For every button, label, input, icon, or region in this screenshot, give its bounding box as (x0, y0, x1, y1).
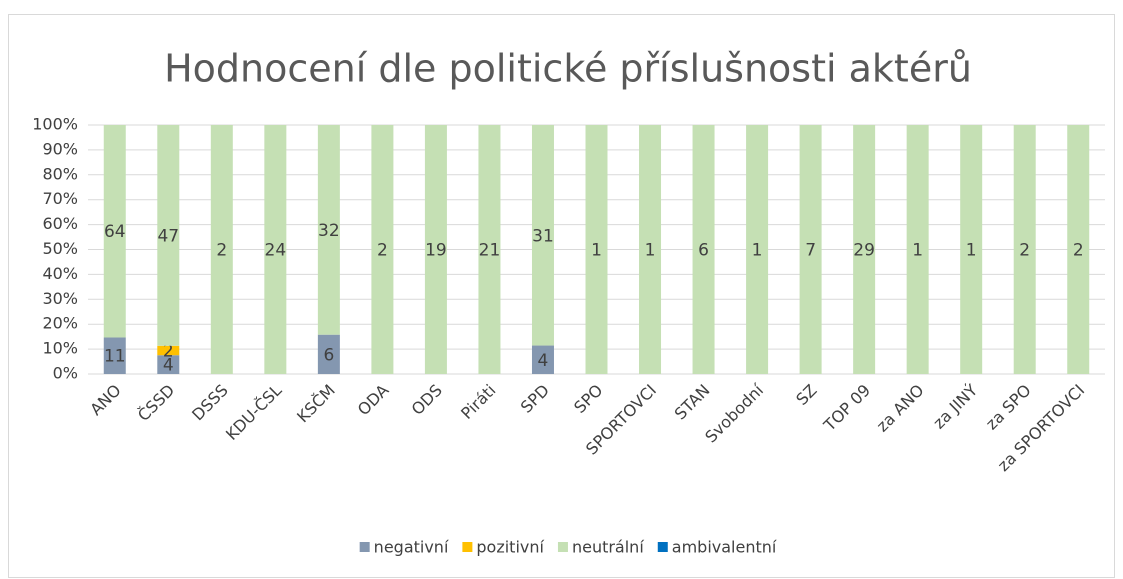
legend-swatch (462, 542, 473, 552)
data-label: 2 (1019, 241, 1030, 261)
y-tick-label: 0% (53, 364, 78, 383)
data-label: 11 (104, 347, 126, 367)
data-label: 29 (853, 241, 875, 261)
data-label: 47 (157, 226, 179, 246)
legend-label: pozitivní (476, 538, 544, 557)
data-label: 2 (377, 241, 388, 261)
bar-segment (317, 334, 340, 374)
bar-segment (210, 125, 233, 374)
y-tick-label: 50% (42, 239, 78, 258)
legend-swatch (657, 542, 668, 552)
bar-segment (960, 125, 983, 374)
data-label: 6 (323, 345, 334, 365)
data-label: 32 (318, 221, 340, 241)
bar-segment (103, 337, 126, 374)
y-tick-label: 100% (32, 115, 78, 134)
data-label: 4 (163, 356, 174, 376)
y-tick-label: 70% (42, 189, 78, 208)
legend-swatch (359, 542, 370, 552)
legend-swatch (557, 542, 568, 552)
bar-segment (531, 345, 554, 374)
data-label: 4 (538, 351, 549, 371)
y-tick-label: 20% (42, 314, 78, 333)
data-label: 24 (265, 241, 287, 261)
data-label: 2 (163, 342, 174, 362)
bar-segment (157, 125, 180, 346)
data-label: 1 (966, 241, 977, 261)
bar-segment (746, 125, 769, 374)
data-label: 31 (532, 226, 554, 246)
bar-segment (157, 345, 180, 356)
bar-segment (639, 125, 662, 374)
y-tick-label: 40% (42, 264, 78, 283)
data-label: 6 (698, 241, 709, 261)
bar-segment (692, 125, 715, 374)
legend-label: neutrální (572, 538, 644, 557)
chart-title: Hodnocení dle politické příslušnosti akt… (164, 47, 972, 91)
data-label: 64 (104, 222, 126, 242)
bar-segment (1067, 125, 1090, 374)
bar-segment (531, 125, 554, 346)
bar-segment (906, 125, 929, 374)
bar-segment (585, 125, 608, 374)
chart-border (8, 14, 1115, 578)
data-label: 1 (645, 241, 656, 261)
y-tick-label: 60% (42, 214, 78, 233)
bar-segment (424, 125, 447, 374)
bar-segment (371, 125, 394, 374)
data-label: 2 (216, 241, 227, 261)
data-label: 1 (752, 241, 763, 261)
bar-segment (1013, 125, 1036, 374)
bar-segment (103, 125, 126, 338)
bar-segment (478, 125, 501, 374)
y-tick-label: 10% (42, 339, 78, 358)
y-tick-label: 30% (42, 289, 78, 308)
bar-segment (264, 125, 287, 374)
bar-segment (317, 125, 340, 335)
legend-label: negativní (374, 538, 449, 557)
data-label: 1 (912, 241, 923, 261)
bar-segment (157, 355, 180, 374)
data-label: 1 (591, 241, 602, 261)
y-tick-label: 90% (42, 139, 78, 158)
y-tick-label: 80% (42, 164, 78, 183)
data-label: 7 (805, 241, 816, 261)
data-label: 2 (1073, 241, 1084, 261)
bar-segment (853, 125, 876, 374)
data-label: 19 (425, 241, 447, 261)
data-label: 21 (479, 241, 501, 261)
legend-label: ambivalentní (672, 538, 777, 557)
bar-segment (799, 125, 822, 374)
